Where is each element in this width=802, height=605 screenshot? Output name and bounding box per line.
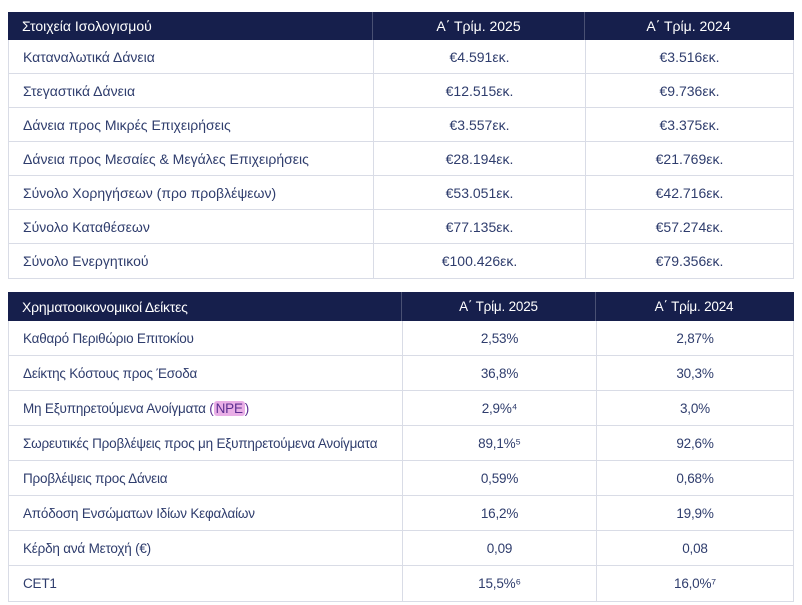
row-label: Προβλέψεις προς Δάνεια [23, 470, 168, 486]
value-q1-2024: €3.516εκ. [585, 40, 793, 73]
balance-table-header-row: Στοιχεία Ισολογισμού Α΄ Τρίμ. 2025 Α΄ Τρ… [8, 12, 794, 40]
value-q1-2024: €79.356εκ. [585, 244, 793, 278]
table-row: Καθαρό Περιθώριο Επιτοκίου 2,53% 2,87% [9, 321, 793, 356]
row-label: Καταναλωτικά Δάνεια [23, 48, 155, 65]
value-q1-2025: €53.051εκ. [373, 176, 585, 209]
table-row: Δείκτης Κόστους προς Έσοδα 36,8% 30,3% [9, 356, 793, 391]
value-q1-2025: 0,09 [402, 531, 596, 565]
row-label: Σωρευτικές Προβλέψεις προς μη Εξυπηρετού… [23, 435, 378, 451]
ratios-table-header-row: Χρηματοοικονομικοί Δείκτες Α΄ Τρίμ. 2025… [8, 292, 794, 321]
value-q1-2025: €28.194εκ. [373, 142, 585, 175]
table-row: Απόδοση Ενσώματων Ιδίων Κεφαλαίων 16,2% … [9, 496, 793, 531]
value-q1-2024: 30,3% [596, 356, 793, 390]
value-q1-2025: 89,1%⁵ [402, 426, 596, 460]
financial-ratios-table: Χρηματοοικονομικοί Δείκτες Α΄ Τρίμ. 2025… [8, 292, 794, 602]
value-q1-2024: €57.274εκ. [585, 210, 793, 243]
row-label: Δάνεια προς Μικρές Επιχειρήσεις [23, 116, 231, 133]
value-q1-2025: €12.515εκ. [373, 74, 585, 107]
ratios-table-title: Χρηματοοικονομικοί Δείκτες [22, 298, 188, 315]
value-q1-2024: €3.375εκ. [585, 108, 793, 141]
row-label: Σύνολο Ενεργητικού [23, 253, 149, 269]
ratios-table-body: Καθαρό Περιθώριο Επιτοκίου 2,53% 2,87% Δ… [9, 321, 793, 601]
table-row: Δάνεια προς Μικρές Επιχειρήσεις €3.557εκ… [9, 108, 793, 142]
table-row: CET1 15,5%⁶ 16,0%⁷ [9, 566, 793, 601]
balance-sheet-table: Στοιχεία Ισολογισμού Α΄ Τρίμ. 2025 Α΄ Τρ… [8, 12, 794, 279]
npe-paren-open: ( [209, 400, 214, 416]
value-q1-2025: 2,53% [402, 321, 596, 355]
value-q1-2025: €4.591εκ. [373, 40, 585, 73]
balance-table-title: Στοιχεία Ισολογισμού [22, 18, 152, 34]
table-row: Στεγαστικά Δάνεια €12.515εκ. €9.736εκ. [9, 74, 793, 108]
row-label: Καθαρό Περιθώριο Επιτοκίου [23, 330, 194, 346]
row-label: Σύνολο Χορηγήσεων (προ προβλέψεων) [23, 184, 277, 201]
value-q1-2025: €3.557εκ. [373, 108, 585, 141]
table-row: Σύνολο Χορηγήσεων (προ προβλέψεων) €53.0… [9, 176, 793, 210]
value-q1-2024: €42.716εκ. [585, 176, 793, 209]
table-row: Κέρδη ανά Μετοχή (€) 0,09 0,08 [9, 531, 793, 566]
value-q1-2024: 3,0% [596, 391, 793, 425]
value-q1-2025: 2,9%⁴ [402, 391, 596, 425]
balance-table-body: Καταναλωτικά Δάνεια €4.591εκ. €3.516εκ. … [9, 40, 793, 278]
value-q1-2024: 16,0%⁷ [596, 566, 793, 601]
ratios-col-header-q1-2025: Α΄ Τρίμ. 2025 [401, 292, 595, 321]
value-q1-2025: 15,5%⁶ [402, 566, 596, 601]
row-label: Μη Εξυπηρετούμενα Ανοίγματα (NPE) [9, 400, 402, 416]
table-row: Σωρευτικές Προβλέψεις προς μη Εξυπηρετού… [9, 426, 793, 461]
row-label: Κέρδη ανά Μετοχή (€) [23, 540, 151, 556]
value-q1-2024: 19,9% [596, 496, 793, 530]
value-q1-2025: 36,8% [402, 356, 596, 390]
table-row: Σύνολο Καταθέσεων €77.135εκ. €57.274εκ. [9, 210, 793, 244]
table-row-npe: Μη Εξυπηρετούμενα Ανοίγματα (NPE) 2,9%⁴ … [9, 391, 793, 426]
table-row: Προβλέψεις προς Δάνεια 0,59% 0,68% [9, 461, 793, 496]
value-q1-2024: 0,68% [596, 461, 793, 495]
value-q1-2024: 0,08 [596, 531, 793, 565]
value-q1-2024: €21.769εκ. [585, 142, 793, 175]
row-label: Στεγαστικά Δάνεια [23, 82, 136, 99]
table-row: Δάνεια προς Μεσαίες & Μεγάλες Επιχειρήσε… [9, 142, 793, 176]
value-q1-2025: €100.426εκ. [373, 244, 585, 278]
row-label: Δάνεια προς Μεσαίες & Μεγάλες Επιχειρήσε… [23, 150, 309, 167]
npe-paren-close: ) [244, 400, 250, 416]
value-q1-2024: 2,87% [596, 321, 793, 355]
value-q1-2024: €9.736εκ. [585, 74, 793, 107]
balance-col-header-q1-2025: Α΄ Τρίμ. 2025 [372, 12, 584, 40]
row-label: Σύνολο Καταθέσεων [23, 218, 150, 235]
ratios-col-header-q1-2024: Α΄ Τρίμ. 2024 [595, 292, 792, 321]
row-label: Απόδοση Ενσώματων Ιδίων Κεφαλαίων [23, 505, 255, 521]
value-q1-2024: 92,6% [596, 426, 793, 460]
table-row: Καταναλωτικά Δάνεια €4.591εκ. €3.516εκ. [9, 40, 793, 74]
value-q1-2025: 0,59% [402, 461, 596, 495]
value-q1-2025: €77.135εκ. [373, 210, 585, 243]
row-label: Δείκτης Κόστους προς Έσοδα [23, 365, 198, 381]
npe-highlight: NPE [213, 400, 245, 416]
npe-label-prefix: Μη Εξυπηρετούμενα Ανοίγματα [23, 400, 210, 416]
row-label: CET1 [23, 576, 57, 591]
balance-col-header-q1-2024: Α΄ Τρίμ. 2024 [584, 12, 792, 40]
table-row: Σύνολο Ενεργητικού €100.426εκ. €79.356εκ… [9, 244, 793, 278]
value-q1-2025: 16,2% [402, 496, 596, 530]
